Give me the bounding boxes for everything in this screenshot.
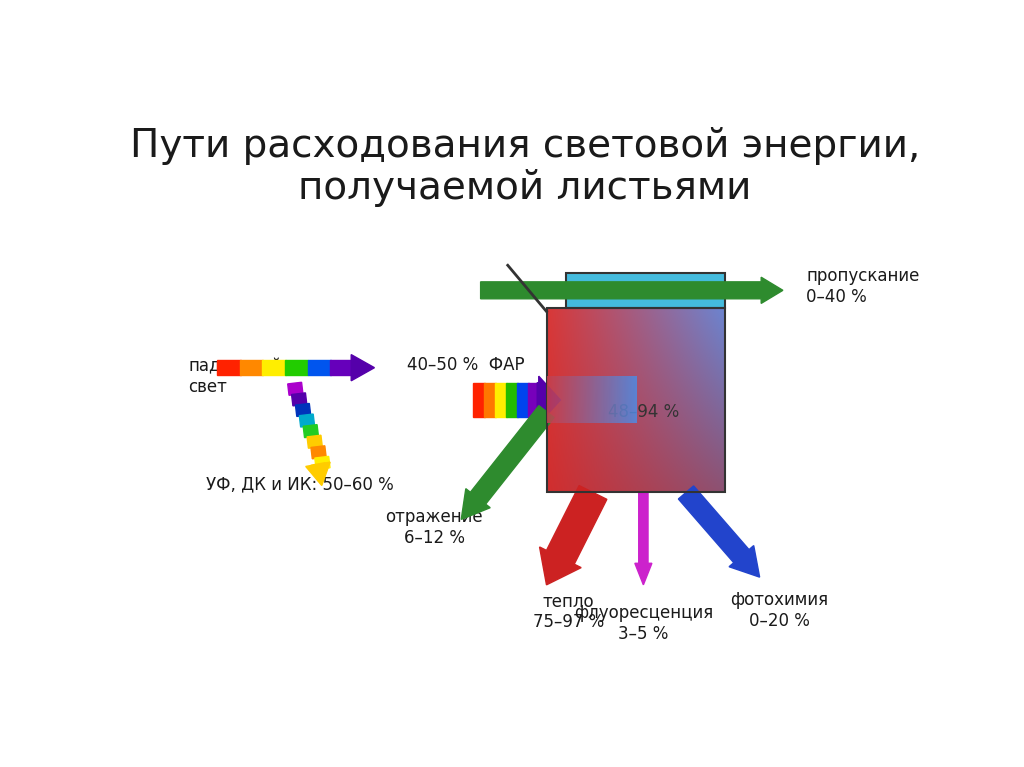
FancyArrow shape — [635, 492, 652, 585]
FancyArrow shape — [473, 383, 484, 417]
FancyArrow shape — [311, 446, 327, 459]
FancyArrow shape — [307, 360, 331, 375]
Bar — [547, 308, 725, 492]
Text: тепло
75–97 %: тепло 75–97 % — [532, 593, 604, 631]
FancyArrow shape — [288, 382, 303, 395]
FancyArrow shape — [506, 383, 517, 417]
FancyArrow shape — [538, 376, 560, 424]
FancyArrow shape — [480, 277, 783, 304]
Text: фотохимия
0–20 %: фотохимия 0–20 % — [730, 591, 828, 630]
FancyArrow shape — [217, 360, 241, 375]
FancyArrow shape — [351, 354, 375, 380]
FancyArrow shape — [285, 360, 308, 375]
Text: падающий
свет: падающий свет — [188, 357, 283, 397]
Text: Пути расходования световой энергии,: Пути расходования световой энергии, — [130, 127, 920, 165]
Text: флуоресценция
3–5 %: флуоресценция 3–5 % — [573, 604, 713, 643]
FancyArrow shape — [484, 383, 496, 417]
Bar — [566, 273, 725, 308]
FancyArrow shape — [306, 463, 330, 486]
FancyArrow shape — [296, 403, 310, 416]
Text: УФ, ДК и ИК: 50–60 %: УФ, ДК и ИК: 50–60 % — [206, 476, 393, 494]
FancyArrow shape — [527, 383, 540, 417]
FancyArrow shape — [495, 383, 507, 417]
FancyArrow shape — [461, 406, 554, 519]
FancyArrow shape — [330, 360, 353, 375]
FancyArrow shape — [303, 425, 318, 438]
FancyArrow shape — [307, 435, 323, 448]
FancyArrow shape — [678, 486, 760, 577]
Text: получаемой листьями: получаемой листьями — [298, 169, 752, 207]
FancyArrow shape — [314, 456, 330, 469]
Text: отражение
6–12 %: отражение 6–12 % — [385, 508, 483, 547]
FancyArrow shape — [517, 383, 528, 417]
Text: пропускание
0–40 %: пропускание 0–40 % — [806, 267, 920, 306]
FancyArrow shape — [292, 393, 307, 406]
FancyArrow shape — [262, 360, 286, 375]
FancyArrow shape — [240, 360, 263, 375]
Text: 40–50 %  ФАР: 40–50 % ФАР — [407, 357, 524, 374]
FancyArrow shape — [540, 486, 607, 585]
FancyArrow shape — [299, 414, 314, 427]
Text: 48–94 %: 48–94 % — [608, 403, 679, 420]
